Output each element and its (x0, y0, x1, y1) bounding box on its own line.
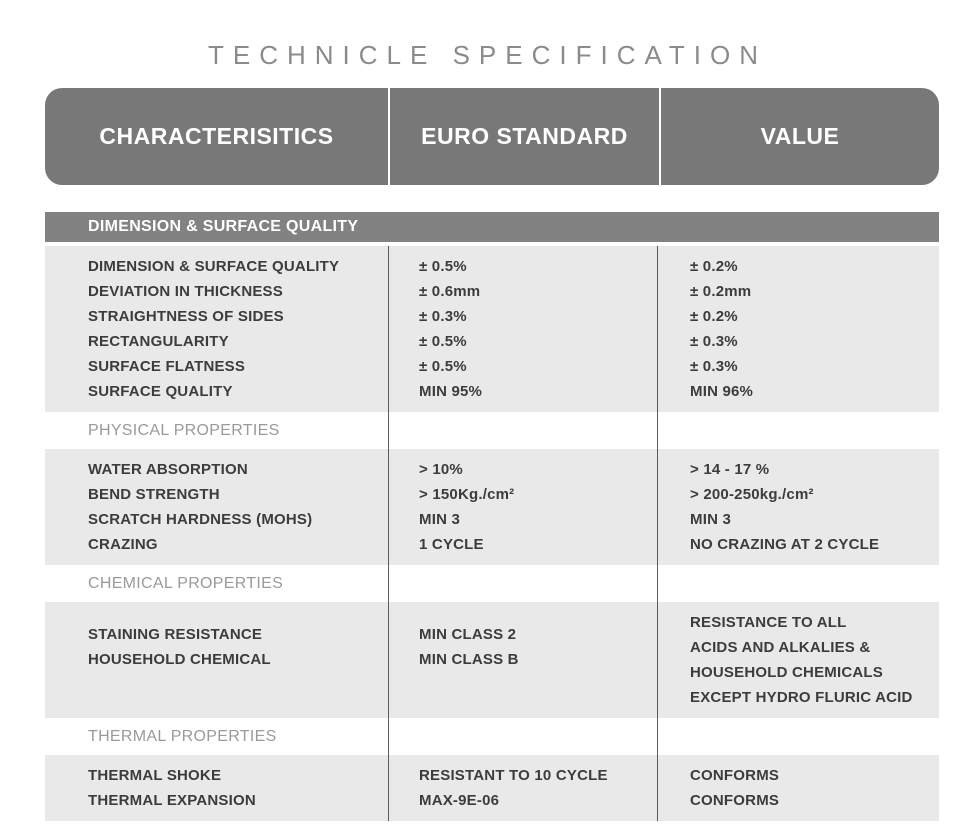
cell-line: BEND STRENGTH (88, 486, 220, 503)
cell-line: WATER ABSORPTION (88, 461, 248, 478)
cell-line: DIMENSION & SURFACE QUALITY (88, 258, 340, 275)
cell-line: MIN CLASS B (419, 651, 519, 668)
cell-line: MIN 95% (419, 383, 483, 400)
cell-line: DEVIATION IN THICKNESS (88, 283, 283, 300)
column-characteristics: WATER ABSORPTION BEND STRENGTH SCRATCH HAR… (45, 449, 388, 565)
table-header: CHARACTERISITICS EURO STANDARD VALUE (45, 88, 939, 185)
column-value: CONFORMS CONFORMS (657, 755, 939, 821)
cell-line: ± 0.5% (419, 333, 467, 350)
cell-line: ± 0.2% (690, 258, 738, 275)
column-euro-standard: ± 0.5% ± 0.6mm ± 0.3% ± 0.5% ± 0.5% MIN 95% (388, 246, 657, 412)
column-characteristics: THERMAL SHOKE THERMAL EXPANSION (45, 755, 388, 821)
column-divider-1 (388, 246, 389, 821)
cell-line: HOUSEHOLD CHEMICALS (690, 664, 883, 681)
cell-line: STAINING RESISTANCE (88, 626, 263, 643)
section-label: THERMAL PROPERTIES (88, 727, 277, 745)
cell-line: MIN CLASS 2 (419, 626, 517, 643)
cell-line: SCRATCH HARDNESS (MOHS) (88, 511, 313, 528)
column-value: RESISTANCE TO ALL ACIDS AND ALKALIES & HOU… (657, 602, 939, 718)
cell-line: MIN 3 (690, 511, 732, 528)
column-characteristics: DIMENSION & SURFACE QUALITY DEVIATION IN … (45, 246, 388, 412)
cell-line: EXCEPT HYDRO FLURIC ACID (690, 689, 913, 706)
cell-line: CONFORMS (690, 767, 780, 784)
column-header-characteristics: CHARACTERISITICS (45, 88, 390, 185)
cell-line: MIN 96% (690, 383, 754, 400)
section-bar-dimension-surface-quality: DIMENSION & SURFACE QUALITY (45, 212, 939, 242)
column-characteristics: STAINING RESISTANCE HOUSEHOLD CHEMICAL (45, 602, 388, 718)
column-euro-standard: RESISTANT TO 10 CYCLE MAX-9E-06 (388, 755, 657, 821)
cell-line: SURFACE FLATNESS (88, 358, 246, 375)
section-bar-gap (45, 242, 939, 246)
section-label: PHYSICAL PROPERTIES (88, 421, 280, 439)
section-rows-physical-properties: WATER ABSORPTION BEND STRENGTH SCRATCH HAR… (45, 449, 939, 565)
section-rows-dimension-surface-quality: DIMENSION & SURFACE QUALITY DEVIATION IN … (45, 246, 939, 412)
cell-line: > 150Kg./cm² (419, 486, 515, 503)
cell-line: ± 0.3% (690, 333, 738, 350)
cell-line: THERMAL SHOKE (88, 767, 222, 784)
column-euro-standard: > 10% > 150Kg./cm² MIN 3 1 CYCLE (388, 449, 657, 565)
section-rows-thermal-properties: THERMAL SHOKE THERMAL EXPANSION RESISTANT … (45, 755, 939, 821)
cell-line: ± 0.3% (419, 308, 467, 325)
column-euro-standard: MIN CLASS 2 MIN CLASS B (388, 602, 657, 718)
cell-line: ± 0.2% (690, 308, 738, 325)
cell-line: CONFORMS (690, 792, 780, 809)
cell-line: CRAZING (88, 536, 158, 553)
cell-line: ± 0.2mm (690, 283, 752, 300)
cell-line: RESISTANT TO 10 CYCLE (419, 767, 608, 784)
cell-line: > 200-250kg./cm² (690, 486, 814, 503)
cell-line: RECTANGULARITY (88, 333, 229, 350)
section-rows-chemical-properties: STAINING RESISTANCE HOUSEHOLD CHEMICAL MIN… (45, 602, 939, 718)
cell-line: RESISTANCE TO ALL (690, 614, 847, 631)
cell-line: STRAIGHTNESS OF SIDES (88, 308, 284, 325)
section-band-physical-properties: PHYSICAL PROPERTIES (45, 412, 939, 449)
cell-line: 1 CYCLE (419, 536, 484, 553)
cell-line: MAX-9E-06 (419, 792, 500, 809)
cell-line: ± 0.6mm (419, 283, 481, 300)
cell-line: SURFACE QUALITY (88, 383, 233, 400)
cell-line: ± 0.3% (690, 358, 738, 375)
cell-line: THERMAL EXPANSION (88, 792, 256, 809)
column-value: ± 0.2% ± 0.2mm ± 0.2% ± 0.3% ± 0.3% MIN 96% (657, 246, 939, 412)
page-title: TECHNICLE SPECIFICATION (207, 40, 767, 70)
cell-line: MIN 3 (419, 511, 461, 528)
section-band-chemical-properties: CHEMICAL PROPERTIES (45, 565, 939, 602)
section-label: CHEMICAL PROPERTIES (88, 574, 284, 592)
column-divider-2 (657, 246, 658, 821)
section-band-thermal-properties: THERMAL PROPERTIES (45, 718, 939, 755)
cell-line: ACIDS AND ALKALIES & (690, 639, 871, 656)
cell-line: > 14 - 17 % (690, 461, 770, 478)
cell-line: HOUSEHOLD CHEMICAL (88, 651, 271, 668)
cell-line: ± 0.5% (419, 258, 467, 275)
cell-line: NO CRAZING AT 2 CYCLE (690, 536, 880, 553)
cell-line: ± 0.5% (419, 358, 467, 375)
cell-line: > 10% (419, 461, 463, 478)
column-header-value: VALUE (760, 123, 840, 149)
table-body: DIMENSION & SURFACE QUALITY DIMENSION & S… (45, 212, 939, 821)
column-header-euro-standard: EURO STANDARD (390, 88, 661, 185)
spec-table: CHARACTERISITICS EURO STANDARD VALUE DIM… (45, 88, 939, 821)
column-value: > 14 - 17 % > 200-250kg./cm² MIN 3 NO CRAZI… (657, 449, 939, 565)
